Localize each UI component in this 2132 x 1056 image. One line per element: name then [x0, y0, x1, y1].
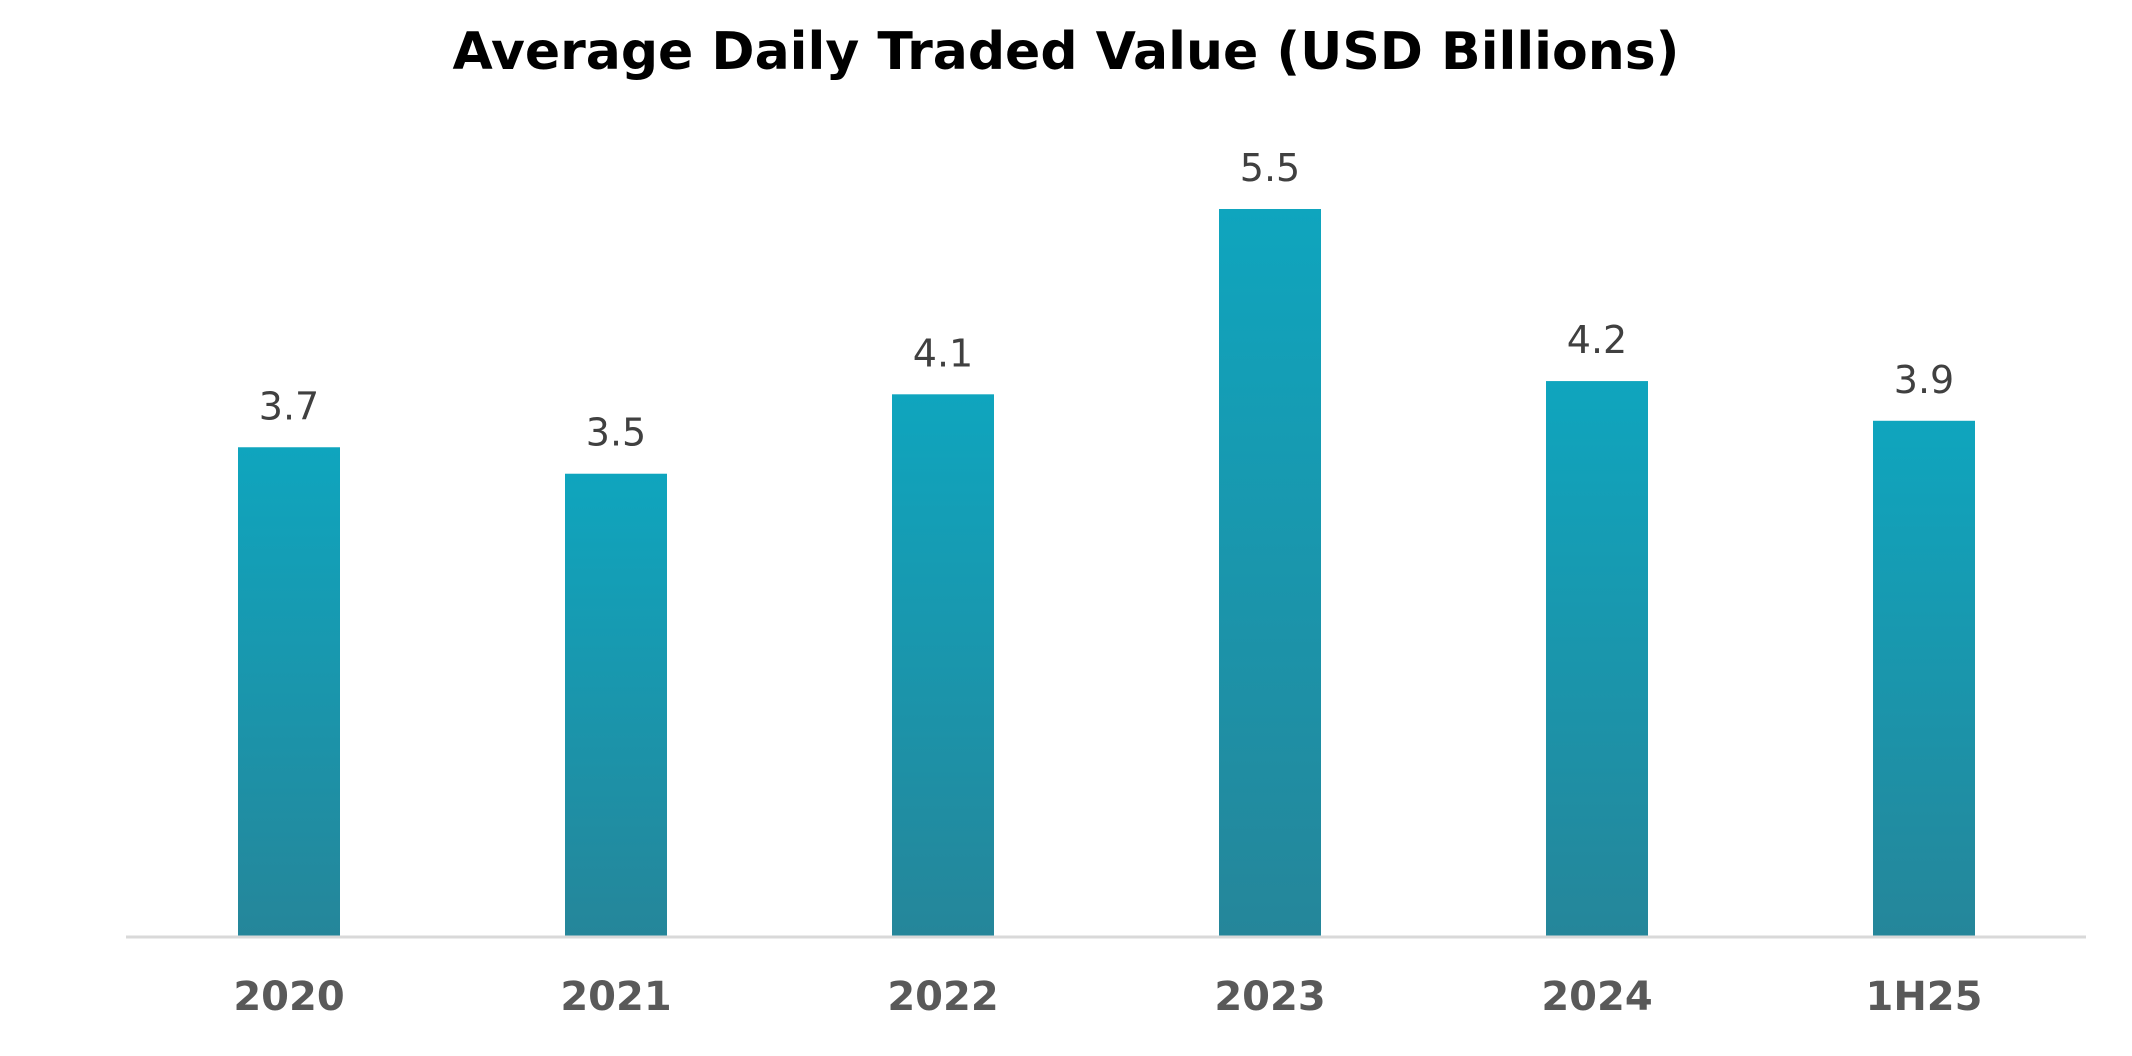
bars-layer [238, 209, 1975, 937]
value-label-1h25: 3.9 [1894, 358, 1954, 402]
category-label-2024: 2024 [1541, 974, 1652, 1020]
value-label-2024: 4.2 [1567, 318, 1627, 362]
bar-2020 [238, 447, 340, 937]
value-label-2023: 5.5 [1240, 146, 1300, 190]
bar-2022 [892, 394, 994, 937]
category-label-2023: 2023 [1214, 974, 1325, 1020]
category-label-2022: 2022 [887, 974, 998, 1020]
labels-layer: 3.7 2020 3.5 2021 4.1 2022 5.5 2023 4.2 2024 3.9 1H… [233, 146, 1982, 1020]
value-label-2020: 3.7 [259, 384, 319, 428]
bar-2024 [1546, 381, 1648, 937]
bar-2023 [1219, 209, 1321, 937]
category-label-2020: 2020 [233, 974, 344, 1020]
value-label-2022: 4.1 [913, 331, 973, 375]
value-label-2021: 3.5 [586, 411, 646, 455]
category-label-1h25: 1H25 [1866, 974, 1983, 1020]
category-label-2021: 2021 [560, 974, 671, 1020]
bar-1h25 [1873, 420, 1975, 937]
chart-title: Average Daily Traded Value (USD Billions… [452, 22, 1680, 82]
bar-2021 [565, 473, 667, 937]
